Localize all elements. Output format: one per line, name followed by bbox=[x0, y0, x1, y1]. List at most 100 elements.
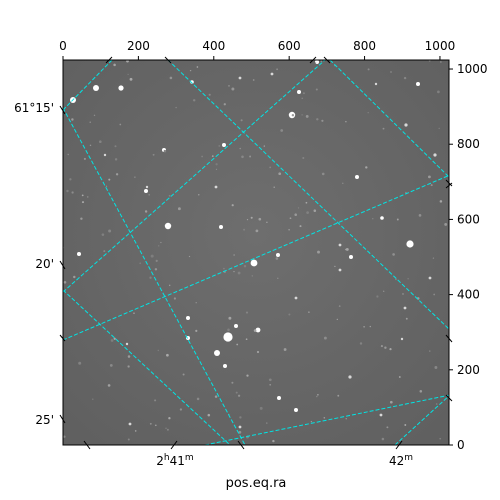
faint-star bbox=[336, 318, 338, 321]
faint-star bbox=[258, 217, 262, 221]
faint-star bbox=[110, 339, 114, 342]
faint-star bbox=[250, 216, 253, 219]
faint-star bbox=[246, 218, 249, 221]
faint-star bbox=[323, 336, 327, 340]
faint-star bbox=[168, 194, 171, 197]
faint-star bbox=[101, 233, 105, 236]
faint-star bbox=[154, 399, 157, 402]
faint-star bbox=[83, 157, 86, 160]
star bbox=[416, 82, 420, 86]
star bbox=[238, 76, 242, 80]
faint-star bbox=[428, 175, 431, 179]
faint-star bbox=[165, 427, 167, 429]
star bbox=[222, 143, 226, 147]
right-tick-label: 400 bbox=[457, 288, 480, 302]
faint-star bbox=[255, 229, 259, 233]
star bbox=[294, 408, 298, 412]
faint-star bbox=[127, 73, 129, 76]
faint-star bbox=[381, 437, 385, 441]
dec-tick-mark bbox=[59, 414, 66, 424]
star bbox=[433, 153, 437, 157]
faint-star bbox=[196, 397, 200, 401]
faint-star bbox=[438, 127, 440, 130]
grid-line bbox=[63, 60, 326, 293]
star bbox=[338, 268, 342, 272]
faint-star bbox=[253, 329, 257, 332]
faint-star bbox=[337, 394, 340, 397]
faint-star bbox=[305, 114, 309, 118]
faint-star bbox=[223, 103, 226, 106]
dec-tick-mark bbox=[59, 260, 66, 270]
faint-star bbox=[345, 120, 347, 123]
sky-background bbox=[63, 60, 449, 445]
faint-star bbox=[389, 400, 393, 404]
faint-star bbox=[317, 250, 320, 254]
faint-star bbox=[288, 229, 290, 231]
faint-star bbox=[308, 311, 310, 313]
right-tick-label: 600 bbox=[457, 212, 480, 226]
faint-star bbox=[396, 218, 399, 221]
faint-star bbox=[198, 194, 200, 196]
top-tick-label: 600 bbox=[278, 39, 301, 53]
star bbox=[186, 316, 190, 320]
faint-star bbox=[276, 68, 278, 71]
star bbox=[277, 396, 281, 400]
faint-star bbox=[380, 345, 383, 348]
faint-star bbox=[321, 119, 324, 122]
faint-star bbox=[98, 140, 102, 144]
faint-star bbox=[182, 373, 185, 376]
faint-star bbox=[127, 438, 130, 441]
grid-line bbox=[329, 60, 449, 178]
faint-star bbox=[240, 119, 243, 122]
faint-star bbox=[301, 97, 303, 99]
faint-star bbox=[207, 413, 211, 417]
star bbox=[374, 82, 378, 86]
faint-star bbox=[316, 395, 318, 398]
dec-tick-mark bbox=[59, 105, 66, 115]
faint-star bbox=[365, 166, 368, 169]
faint-star bbox=[403, 76, 407, 80]
faint-star bbox=[179, 408, 183, 411]
star bbox=[128, 422, 132, 426]
faint-star bbox=[390, 71, 392, 73]
faint-star bbox=[252, 79, 255, 81]
faint-star bbox=[150, 254, 154, 258]
faint-star bbox=[291, 113, 295, 117]
faint-star bbox=[163, 149, 167, 153]
faint-star bbox=[367, 68, 370, 71]
faint-star bbox=[196, 66, 199, 68]
faint-star bbox=[127, 365, 130, 368]
faint-star bbox=[246, 374, 249, 377]
faint-star bbox=[334, 265, 336, 268]
faint-star bbox=[316, 118, 319, 121]
ra-tick-mark bbox=[170, 440, 178, 450]
faint-star bbox=[166, 428, 169, 431]
faint-star bbox=[154, 424, 157, 427]
faint-star bbox=[108, 178, 111, 181]
faint-star bbox=[177, 207, 181, 211]
faint-star bbox=[109, 363, 113, 367]
faint-star bbox=[294, 213, 297, 216]
faint-star bbox=[238, 430, 242, 434]
star bbox=[118, 85, 124, 91]
top-pixel-axis: 0 200 400 600 800 1000 bbox=[59, 39, 455, 60]
grid-line bbox=[394, 395, 449, 445]
star bbox=[255, 327, 261, 333]
faint-star bbox=[215, 163, 218, 166]
faint-star bbox=[266, 422, 268, 424]
faint-star bbox=[195, 329, 198, 332]
dec-tick-label: 25' bbox=[35, 413, 54, 427]
faint-star bbox=[430, 184, 433, 187]
grid-line bbox=[63, 289, 231, 445]
faint-star bbox=[268, 378, 272, 382]
star bbox=[297, 90, 301, 94]
faint-star bbox=[302, 157, 305, 159]
faint-star bbox=[302, 92, 305, 95]
star bbox=[223, 332, 233, 342]
faint-star bbox=[345, 247, 349, 251]
faint-star bbox=[236, 343, 239, 346]
faint-star bbox=[158, 245, 160, 247]
star bbox=[77, 252, 81, 256]
right-tick-label: 800 bbox=[457, 137, 480, 151]
faint-star bbox=[139, 262, 142, 265]
